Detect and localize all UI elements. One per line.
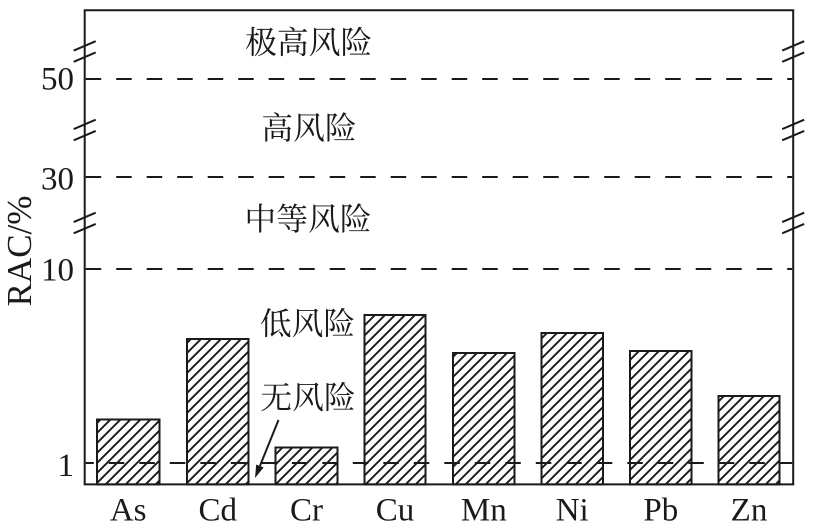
svg-text:Pb: Pb xyxy=(643,493,678,529)
svg-text:10: 10 xyxy=(41,252,74,288)
svg-text:Mn: Mn xyxy=(461,493,507,529)
svg-text:Cu: Cu xyxy=(376,493,415,529)
svg-text:Cr: Cr xyxy=(290,493,323,529)
svg-text:Ni: Ni xyxy=(556,493,589,529)
svg-text:1: 1 xyxy=(58,448,75,484)
svg-text:RAC/%: RAC/% xyxy=(0,196,39,307)
svg-text:As: As xyxy=(110,493,147,529)
svg-text:30: 30 xyxy=(41,161,74,197)
svg-text:Zn: Zn xyxy=(731,493,768,529)
svg-text:50: 50 xyxy=(41,62,74,98)
svg-text:Cd: Cd xyxy=(199,493,238,529)
